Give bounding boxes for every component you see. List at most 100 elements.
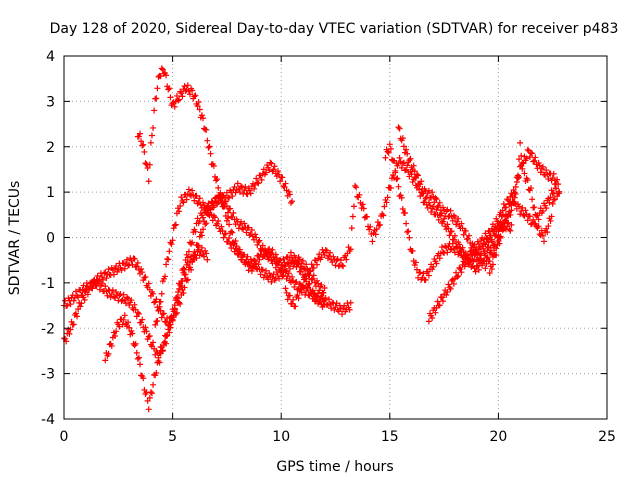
data-point xyxy=(294,261,301,268)
data-point xyxy=(384,194,391,201)
data-layer xyxy=(61,65,563,413)
data-point xyxy=(438,244,445,251)
data-point xyxy=(142,273,149,280)
data-point xyxy=(321,251,328,258)
data-point xyxy=(402,167,409,174)
data-point xyxy=(327,249,334,256)
data-point xyxy=(456,241,463,248)
data-point xyxy=(527,185,534,192)
data-point xyxy=(223,217,230,224)
data-point xyxy=(306,272,313,279)
data-point xyxy=(121,265,128,272)
data-point xyxy=(92,282,99,289)
data-point xyxy=(135,310,142,317)
data-point xyxy=(74,313,81,320)
data-point xyxy=(113,328,120,335)
data-point xyxy=(134,355,141,362)
data-point xyxy=(384,148,391,155)
data-point xyxy=(545,223,552,230)
data-point xyxy=(181,284,188,291)
data-point xyxy=(113,288,120,295)
data-point xyxy=(157,73,164,80)
data-point xyxy=(176,208,183,215)
data-point xyxy=(395,124,402,131)
data-point xyxy=(458,220,465,227)
data-point xyxy=(190,256,197,263)
series-4 xyxy=(102,244,211,413)
data-point xyxy=(183,277,190,284)
data-point xyxy=(446,232,453,239)
data-point xyxy=(539,232,546,239)
data-point xyxy=(516,203,523,210)
data-point xyxy=(173,294,180,301)
data-point xyxy=(246,262,253,269)
data-point xyxy=(255,180,262,187)
data-point xyxy=(188,240,195,247)
data-point xyxy=(310,265,317,272)
data-point xyxy=(556,190,563,197)
plot-frame xyxy=(63,55,608,420)
data-point xyxy=(277,178,284,185)
data-point xyxy=(167,314,174,321)
data-point xyxy=(325,296,332,303)
data-point xyxy=(175,295,182,302)
data-point xyxy=(175,288,182,295)
data-point xyxy=(346,306,353,313)
data-point xyxy=(286,191,293,198)
data-point xyxy=(131,255,138,262)
data-point xyxy=(191,197,198,204)
data-point xyxy=(304,285,311,292)
data-point xyxy=(198,232,205,239)
data-point xyxy=(468,263,475,270)
data-point xyxy=(441,215,448,222)
data-point xyxy=(308,261,315,268)
data-point xyxy=(550,170,557,177)
data-point xyxy=(466,232,473,239)
data-point xyxy=(283,275,290,282)
data-point xyxy=(462,259,469,266)
data-point xyxy=(205,144,212,151)
data-point xyxy=(380,212,387,219)
data-point xyxy=(464,235,471,242)
data-point xyxy=(202,221,209,228)
data-point xyxy=(322,246,329,253)
data-point xyxy=(230,210,237,217)
data-point xyxy=(200,115,207,122)
data-point xyxy=(249,264,256,271)
data-point xyxy=(524,217,531,224)
data-point xyxy=(256,237,263,244)
data-point xyxy=(432,194,439,201)
data-point xyxy=(404,150,411,157)
data-point xyxy=(70,297,77,304)
data-point xyxy=(168,314,175,321)
data-point xyxy=(458,269,465,276)
data-point xyxy=(245,267,252,274)
data-point xyxy=(471,242,478,249)
data-point xyxy=(185,186,192,193)
data-point xyxy=(400,159,407,166)
data-point xyxy=(532,211,539,218)
data-point xyxy=(476,252,483,259)
data-point xyxy=(538,227,545,234)
data-point xyxy=(436,199,443,206)
data-point xyxy=(469,252,476,259)
data-point xyxy=(178,90,185,97)
data-point xyxy=(146,332,153,339)
data-point xyxy=(262,169,269,176)
data-point xyxy=(170,308,177,315)
data-point xyxy=(228,244,235,251)
data-point xyxy=(173,309,180,316)
data-point xyxy=(94,272,101,279)
data-point xyxy=(191,93,198,100)
data-point xyxy=(153,369,160,376)
data-point xyxy=(176,299,183,306)
data-point xyxy=(303,261,310,268)
data-point xyxy=(100,276,107,283)
data-point xyxy=(184,254,191,261)
data-point xyxy=(214,220,221,227)
data-point xyxy=(151,299,158,306)
data-point xyxy=(508,221,515,228)
data-point xyxy=(203,220,210,227)
data-point xyxy=(140,375,147,382)
data-point xyxy=(165,256,172,263)
